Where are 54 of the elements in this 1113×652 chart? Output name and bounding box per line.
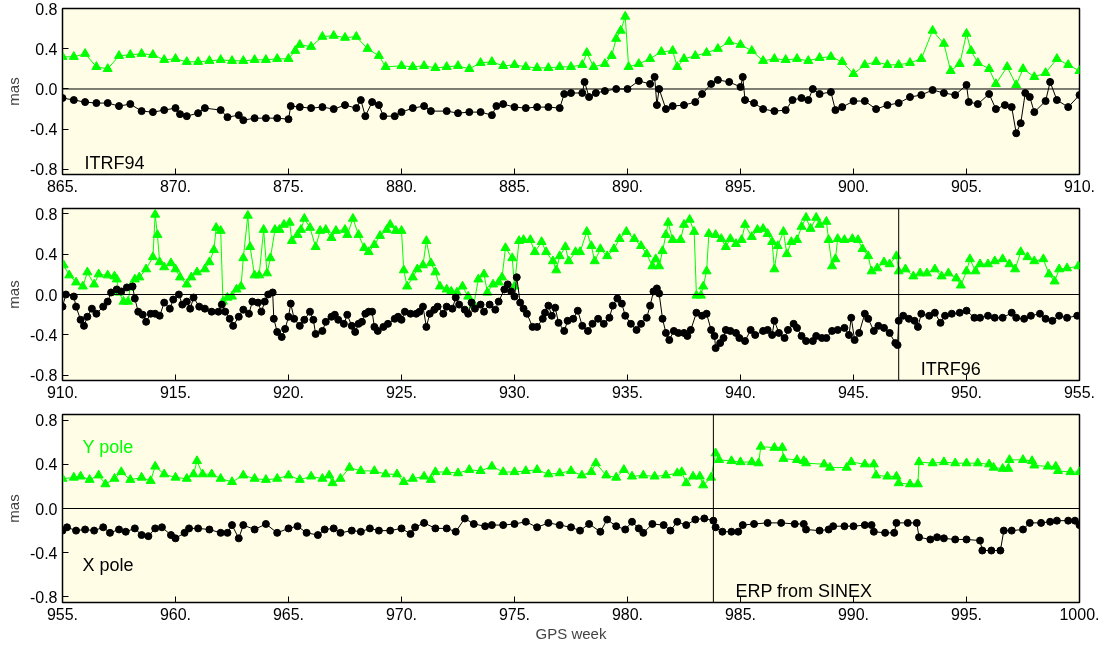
x-tick-label: 955. — [1063, 383, 1096, 401]
x-tick-label: 1000. — [1059, 605, 1100, 623]
x-tick-label: 880. — [385, 177, 418, 195]
y-tick-label: -0.8 — [29, 161, 58, 179]
x-tick-label: 875. — [272, 177, 305, 195]
y-tick-label: 0.4 — [35, 246, 58, 264]
x-tick-label: 975. — [498, 605, 531, 623]
x-tick-label: 990. — [837, 605, 870, 623]
x-tick-label: 915. — [159, 383, 192, 401]
y-axis-title: mas — [4, 77, 22, 106]
y-tick-label: -0.8 — [29, 367, 58, 385]
x-tick-label: 945. — [837, 383, 870, 401]
series-label: X pole — [82, 554, 134, 575]
x-tick-label: 955. — [46, 605, 79, 623]
x-tick-label: 970. — [385, 605, 418, 623]
x-tick-label: 895. — [724, 177, 757, 195]
y-axis-title: mas — [4, 280, 22, 309]
y-tick-label: 0.8 — [35, 0, 58, 18]
y-tick-label: 0.0 — [35, 500, 58, 518]
x-tick-label: 885. — [498, 177, 531, 195]
y-tick-label: -0.4 — [29, 326, 58, 344]
x-tick-label: 905. — [950, 177, 983, 195]
y-tick-label: 0.0 — [35, 80, 58, 98]
x-tick-label: 950. — [950, 383, 983, 401]
y-axis-title: mas — [4, 494, 22, 523]
ref-line-label: ERP from SINEX — [735, 580, 873, 601]
x-tick-label: 940. — [724, 383, 757, 401]
x-tick-label: 890. — [611, 177, 644, 195]
x-tick-label: 960. — [159, 605, 192, 623]
y-tick-label: -0.4 — [29, 544, 58, 562]
x-tick-label: 965. — [272, 605, 305, 623]
x-tick-label: 910. — [1063, 177, 1096, 195]
y-tick-label: 0.8 — [35, 205, 58, 223]
x-tick-label: 995. — [950, 605, 983, 623]
x-tick-label: 925. — [385, 383, 418, 401]
x-tick-label: 935. — [611, 383, 644, 401]
ref-line-label: ITRF96 — [920, 358, 981, 379]
x-tick-label: 900. — [837, 177, 870, 195]
x-tick-label: 930. — [498, 383, 531, 401]
x-tick-label: 910. — [46, 383, 79, 401]
series-label: Y pole — [82, 436, 134, 457]
x-tick-label: 985. — [724, 605, 757, 623]
y-tick-label: -0.4 — [29, 121, 58, 139]
x-tick-label: 870. — [159, 177, 192, 195]
y-tick-label: 0.4 — [35, 40, 58, 58]
x-axis-title: GPS week — [535, 624, 607, 642]
y-tick-label: -0.8 — [29, 588, 58, 606]
annotation: ITRF94 — [84, 152, 145, 173]
y-tick-label: 0.0 — [35, 286, 58, 304]
y-tick-label: 0.8 — [35, 412, 58, 430]
y-tick-label: 0.4 — [35, 456, 58, 474]
x-tick-label: 865. — [46, 177, 79, 195]
x-tick-label: 920. — [272, 383, 305, 401]
x-tick-label: 980. — [611, 605, 644, 623]
